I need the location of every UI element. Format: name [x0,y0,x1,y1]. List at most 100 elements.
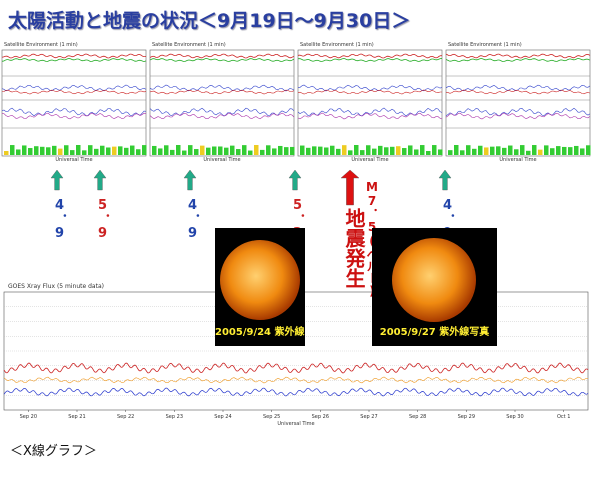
title: 太陽活動と地震の状況＜9月19日～9月30日＞ [8,10,411,32]
photo-caption: 2005/9/27 紫外線写真 [379,327,490,338]
kp-bar [58,148,63,155]
kp-bar [260,149,265,155]
xray-tick-label: Sep 21 [68,414,85,420]
xray-tick-label: Sep 23 [166,414,183,420]
kp-bar [124,147,129,155]
kp-bar [290,146,295,155]
kp-bar [300,145,305,155]
kp-bar [342,145,347,155]
panel-xlabel: Universal Time [499,157,536,163]
arrow [288,169,302,191]
trace [149,107,295,117]
xray-tick-label: Oct 1 [557,414,570,420]
kp-bar [230,145,235,155]
panel-frame [445,49,591,157]
sun-photo: 2005/9/24 紫外線写真 [215,228,305,346]
xray-tick-label: Sep 22 [117,414,134,420]
kp-bar [526,150,531,155]
kp-bar [142,145,147,155]
trace [3,376,589,384]
kp-bar [278,145,283,155]
arrow [340,169,360,206]
trace [149,58,295,62]
trace [3,362,589,374]
kp-bar [384,147,389,155]
xray-tick-label: Sep 29 [458,414,475,420]
kp-bar [118,146,123,155]
xray-tick-label: Sep 24 [214,414,231,420]
kp-bar [94,148,99,155]
kp-bar [46,147,51,155]
kp-bar [484,147,489,155]
kp-bar [200,145,205,155]
panel-frame [297,49,443,157]
marker-label: 4．9 [185,198,200,241]
kp-bar [254,145,259,155]
kp-bar [40,146,45,155]
kp-bar [112,146,117,155]
trace [445,53,591,59]
sun-photo: 2005/9/27 紫外線写真 [372,228,497,346]
kp-bar [152,145,157,155]
trace [297,58,443,62]
kp-bar [568,147,573,155]
panel-heading: Satellite Environment (1 min) [448,42,522,48]
trace [3,387,589,397]
trace [149,84,295,92]
kp-bar [170,149,175,155]
kp-bar [330,145,335,155]
kp-bar [532,145,537,155]
panel-heading: Satellite Environment (1 min) [300,42,374,48]
kp-bar [218,146,223,155]
kp-bar [64,145,69,155]
trace [445,107,591,117]
kp-bar [324,147,329,155]
footer-label: ＜X線グラフ＞ [10,444,97,459]
event-label: 地震発生 [342,208,366,288]
kp-bar [136,149,141,155]
kp-bar [538,149,543,155]
kp-bar [490,146,495,155]
kp-bar [28,148,33,155]
kp-bar [212,146,217,155]
kp-bar [176,145,181,155]
kp-bar [496,146,501,155]
kp-bar [574,145,579,155]
trace [297,112,443,120]
kp-bar [224,147,229,155]
panel-heading: Satellite Environment (1 min) [152,42,226,48]
kp-bar [460,150,465,155]
kp-bar [360,150,365,155]
panel-frame [1,49,147,157]
kp-bar [366,145,371,155]
kp-bar [284,147,289,155]
kp-bar [206,147,211,155]
xray-xlabel: Universal Time [277,421,314,427]
panel-xlabel: Universal Time [203,157,240,163]
kp-bar [448,150,453,155]
kp-bar [454,145,459,155]
trace [2,53,147,59]
kp-bar [562,146,567,155]
trace [297,53,443,59]
kp-bar [508,145,513,155]
kp-bar [4,151,9,155]
kp-bar [432,145,437,155]
kp-bar [372,148,377,155]
kp-bar [194,149,199,155]
trace [297,89,442,95]
arrow [438,169,452,191]
xray-tick-label: Sep 20 [20,414,37,420]
kp-bar [318,146,323,155]
trace [445,58,591,62]
kp-bar [580,148,585,155]
xray-tick-label: Sep 26 [312,414,329,420]
trace [445,89,591,95]
kp-bar [348,150,353,155]
kp-bar [390,146,395,155]
kp-bar [188,145,193,155]
kp-bar [414,149,419,155]
marker-label: 4．9 [52,198,67,241]
kp-bar [10,145,15,155]
